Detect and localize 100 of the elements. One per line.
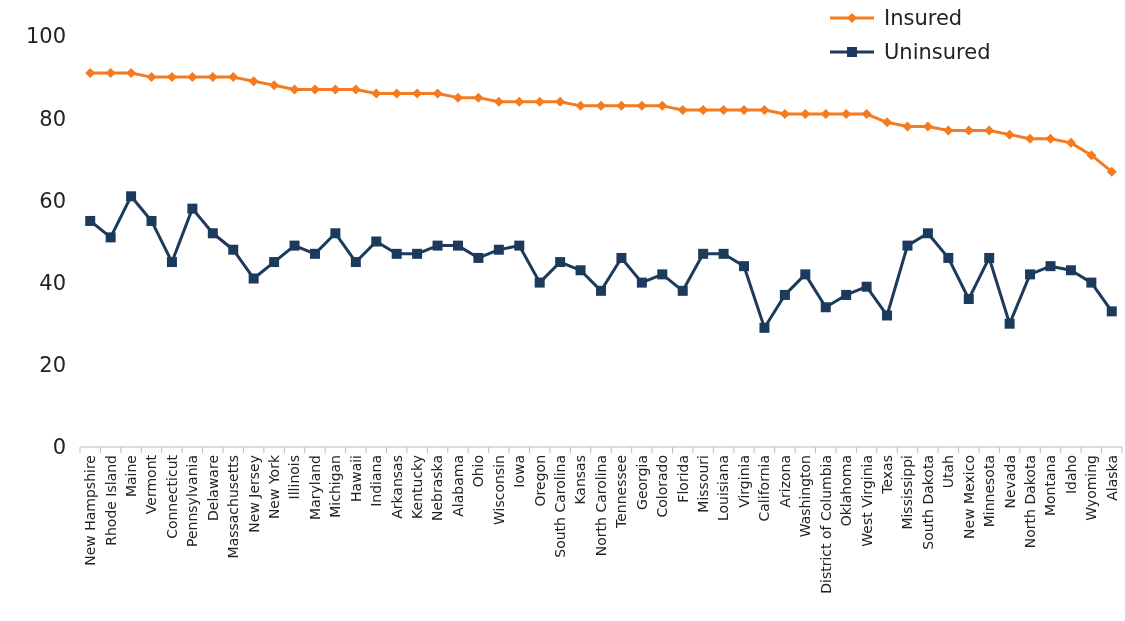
point [248,76,259,87]
x-tick-label: Arizona [776,455,793,508]
point [1045,261,1056,272]
point [575,100,586,111]
x-tick-label: Florida [674,455,691,503]
x-tick-label: District of Columbia [817,455,834,594]
x-tick-label: New Hampshire [82,455,99,566]
point [166,257,177,268]
x-tick-label: North Carolina [592,455,609,557]
point [207,228,218,239]
x-tick-label: New Jersey [245,455,262,533]
point [861,281,872,292]
point [289,240,300,251]
x-tick-label: West Virginia [858,455,875,547]
point [677,285,688,296]
x-tick-label: Nevada [1001,455,1018,509]
point [146,72,157,83]
point [309,248,320,259]
point [85,215,96,226]
x-tick-label: Connecticut [163,454,180,539]
point [228,72,239,83]
point [882,117,893,128]
legend-label: Uninsured [884,40,991,65]
point [1004,318,1015,329]
point [575,265,586,276]
point [718,248,729,259]
x-tick-label: Indiana [368,455,385,507]
x-tick-label: Massachusetts [225,455,242,559]
point [759,104,770,115]
x-tick-label: Maine [122,455,139,498]
x-tick-label: Georgia [633,455,650,510]
x-tick-label: North Dakota [1021,455,1038,549]
point [984,125,995,136]
point [1106,306,1117,317]
x-tick-label: Maryland [306,455,323,520]
point [391,248,402,259]
point [1106,166,1117,177]
point [493,96,504,107]
x-tick-label: Wyoming [1083,455,1100,521]
y-tick-label: 60 [39,188,66,213]
point [677,104,688,115]
point [350,257,361,268]
x-tick-label: Kentucky [409,455,426,519]
legend-label: Insured [884,6,963,31]
point [534,96,545,107]
point [739,261,750,272]
point [126,67,137,78]
point [452,240,463,251]
point [963,294,974,305]
point [1004,129,1015,140]
point [514,96,525,107]
x-tick-label: Oregon [531,455,548,507]
point [698,248,709,259]
point [432,240,443,251]
point [800,269,811,280]
x-tick-label: Illinois [286,455,303,500]
x-tick-label: Kansas [572,455,589,505]
point [1045,133,1056,144]
x-tick-label: Wisconsin [490,455,507,525]
x-tick-label: Ohio [470,455,487,488]
x-tick-label: South Dakota [919,455,936,550]
point [105,67,116,78]
point [105,232,116,243]
point [330,228,341,239]
x-tick-label: Alaska [1103,455,1120,501]
point [616,252,627,263]
point [779,109,790,120]
point [269,257,280,268]
x-tick-label: Alabama [449,455,466,517]
point [902,240,913,251]
x-tick-label: Idaho [1062,455,1079,495]
y-tick-label: 40 [39,270,66,295]
point [1065,137,1076,148]
x-tick-label: Michigan [327,455,344,518]
point [882,310,893,321]
y-tick-label: 100 [25,24,66,49]
x-tick-label: California [756,455,773,522]
point [452,92,463,103]
point [126,191,137,202]
point [187,72,198,83]
x-tick-label: Utah [940,455,957,489]
point [228,244,239,255]
point [412,248,423,259]
point [473,252,484,263]
x-tick-label: Iowa [511,455,528,488]
x-tick-label: Mississippi [899,455,916,530]
x-tick-label: Vermont [143,454,160,515]
x-tick-label: Missouri [695,455,712,513]
x-tick-label: Rhode Island [102,455,119,546]
point [371,236,382,247]
point [984,252,995,263]
point [718,104,729,115]
point [1025,269,1036,280]
x-tick-label: Louisiana [715,455,732,522]
x-tick-label: Arkansas [388,455,405,519]
y-tick-label: 20 [39,353,66,378]
x-tick-label: New Mexico [960,455,977,539]
point [555,257,566,268]
point [146,215,157,226]
x-tick-label: Tennessee [613,455,630,529]
